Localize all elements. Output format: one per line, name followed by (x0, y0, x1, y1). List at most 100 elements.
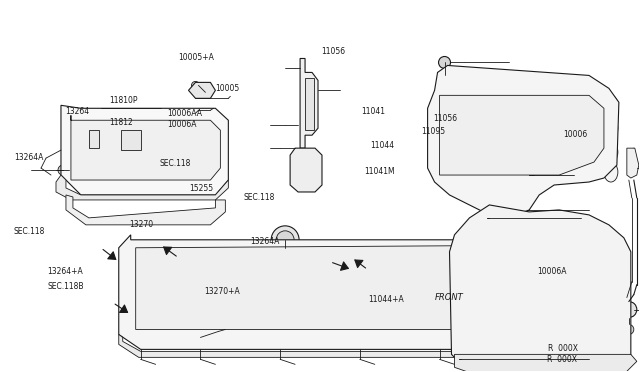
Polygon shape (189, 82, 216, 98)
Circle shape (304, 87, 314, 97)
Circle shape (488, 291, 501, 305)
Circle shape (552, 258, 596, 302)
Circle shape (497, 268, 521, 292)
Circle shape (304, 105, 314, 115)
Circle shape (301, 173, 311, 183)
Ellipse shape (311, 262, 345, 317)
Polygon shape (440, 95, 604, 175)
Ellipse shape (263, 262, 297, 317)
Circle shape (621, 302, 637, 318)
Circle shape (532, 357, 556, 372)
Text: SEC.118: SEC.118 (243, 193, 275, 202)
Circle shape (546, 97, 562, 113)
Polygon shape (449, 205, 631, 367)
Text: 11056: 11056 (321, 47, 346, 56)
Text: 13270: 13270 (129, 221, 153, 230)
Ellipse shape (604, 162, 618, 182)
Text: 15255: 15255 (189, 185, 213, 193)
Circle shape (99, 128, 113, 142)
Polygon shape (136, 246, 469, 330)
Text: 10005: 10005 (215, 84, 239, 93)
Ellipse shape (168, 262, 202, 317)
Text: 11095: 11095 (420, 126, 445, 136)
Circle shape (552, 298, 596, 341)
Text: 11044+A: 11044+A (368, 295, 404, 304)
Text: 11810P: 11810P (109, 96, 138, 105)
Text: 11041: 11041 (362, 108, 385, 116)
Circle shape (562, 268, 586, 292)
Text: 13264A: 13264A (14, 153, 44, 161)
Text: 11044: 11044 (370, 141, 394, 150)
Circle shape (524, 355, 535, 367)
Circle shape (472, 352, 483, 363)
Circle shape (618, 324, 630, 336)
Polygon shape (119, 235, 477, 349)
Polygon shape (71, 115, 220, 180)
Text: 10006AA: 10006AA (167, 109, 202, 118)
Circle shape (477, 357, 501, 372)
Circle shape (58, 165, 68, 175)
Text: SEC.118: SEC.118 (14, 227, 45, 236)
Ellipse shape (358, 262, 392, 317)
Circle shape (467, 107, 483, 123)
Circle shape (301, 157, 311, 167)
Circle shape (474, 252, 485, 264)
Circle shape (537, 258, 551, 272)
Text: 13270+A: 13270+A (204, 287, 240, 296)
Polygon shape (61, 105, 228, 195)
Text: 10006: 10006 (564, 130, 588, 140)
Text: 10005+A: 10005+A (179, 52, 214, 61)
Polygon shape (290, 148, 322, 192)
Circle shape (456, 324, 467, 336)
Text: SEC.118: SEC.118 (159, 159, 191, 168)
Polygon shape (121, 130, 141, 150)
Circle shape (438, 57, 451, 68)
Ellipse shape (604, 95, 618, 115)
Polygon shape (89, 130, 99, 148)
Circle shape (456, 266, 467, 278)
Ellipse shape (604, 118, 618, 138)
Text: FRONT: FRONT (435, 294, 463, 302)
Text: 11056: 11056 (433, 114, 458, 123)
Circle shape (276, 231, 294, 249)
Circle shape (198, 86, 207, 95)
Polygon shape (56, 175, 228, 200)
Text: 13264+A: 13264+A (47, 267, 83, 276)
Circle shape (537, 333, 551, 346)
Text: 13264A: 13264A (250, 237, 279, 246)
Circle shape (486, 137, 502, 153)
Ellipse shape (604, 142, 618, 162)
Circle shape (501, 100, 517, 116)
Circle shape (173, 135, 188, 149)
Circle shape (488, 258, 531, 302)
Circle shape (587, 288, 601, 302)
Polygon shape (300, 58, 318, 148)
Circle shape (271, 226, 299, 254)
Text: R  000X: R 000X (548, 344, 579, 353)
Text: 11812: 11812 (109, 118, 133, 127)
Text: 13264: 13264 (65, 108, 89, 116)
Polygon shape (454, 355, 637, 372)
Polygon shape (119, 334, 481, 357)
Text: 10006A: 10006A (537, 267, 566, 276)
Circle shape (566, 130, 582, 146)
Ellipse shape (216, 262, 250, 317)
Polygon shape (66, 195, 225, 225)
Circle shape (483, 337, 497, 352)
Circle shape (618, 289, 630, 301)
Circle shape (497, 308, 521, 331)
Circle shape (99, 148, 113, 162)
Polygon shape (428, 65, 619, 218)
Circle shape (488, 298, 531, 341)
Text: 10006A: 10006A (167, 121, 196, 129)
Ellipse shape (403, 262, 436, 317)
Circle shape (562, 308, 586, 331)
Circle shape (143, 148, 157, 162)
Circle shape (143, 128, 157, 142)
Circle shape (611, 352, 623, 363)
Circle shape (624, 324, 634, 334)
Circle shape (456, 289, 467, 301)
Circle shape (613, 252, 625, 264)
Circle shape (587, 357, 611, 372)
Circle shape (173, 151, 188, 165)
